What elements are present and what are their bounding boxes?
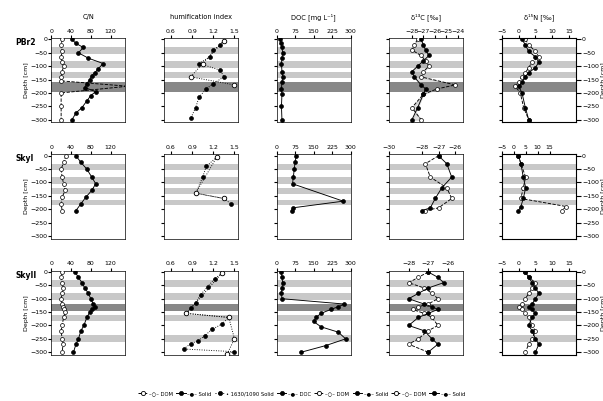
Text: PBr2: PBr2	[16, 38, 36, 47]
Bar	[502, 47, 576, 54]
Title: DOC [mg L⁻¹]: DOC [mg L⁻¹]	[291, 13, 336, 21]
Y-axis label: Depth [cm]: Depth [cm]	[601, 295, 603, 331]
Bar	[389, 335, 463, 342]
Bar	[51, 71, 125, 78]
Text: SkyII: SkyII	[16, 271, 37, 279]
Bar	[51, 280, 125, 287]
Y-axis label: Depth [cm]: Depth [cm]	[24, 62, 29, 98]
Bar	[502, 82, 576, 91]
Bar	[51, 294, 125, 300]
Bar	[389, 200, 463, 205]
Y-axis label: Depth [cm]: Depth [cm]	[601, 178, 603, 215]
Bar	[277, 164, 350, 170]
Bar	[277, 335, 350, 342]
Bar	[51, 177, 125, 184]
Bar	[164, 280, 238, 287]
Bar	[502, 188, 576, 194]
Bar	[502, 71, 576, 78]
Bar	[51, 315, 125, 322]
Bar	[502, 164, 576, 170]
Bar	[389, 188, 463, 194]
Y-axis label: Depth [cm]: Depth [cm]	[601, 62, 603, 98]
Bar	[389, 294, 463, 300]
Bar	[389, 315, 463, 322]
Bar	[277, 188, 350, 194]
Bar	[164, 188, 238, 194]
Bar	[164, 47, 238, 54]
Bar	[277, 280, 350, 287]
Bar	[277, 71, 350, 78]
Bar	[51, 82, 125, 91]
Bar	[164, 177, 238, 184]
Bar	[277, 315, 350, 322]
Bar	[389, 280, 463, 287]
Bar	[51, 335, 125, 342]
Bar	[502, 280, 576, 287]
Y-axis label: Depth [cm]: Depth [cm]	[24, 178, 29, 215]
Bar	[164, 304, 238, 311]
Bar	[164, 315, 238, 322]
Bar	[389, 82, 463, 91]
Bar	[51, 188, 125, 194]
Bar	[277, 200, 350, 205]
Bar	[389, 71, 463, 78]
Bar	[502, 200, 576, 205]
Y-axis label: Depth [cm]: Depth [cm]	[24, 295, 29, 331]
Bar	[502, 304, 576, 311]
Bar	[389, 177, 463, 184]
Bar	[164, 294, 238, 300]
Bar	[51, 61, 125, 67]
Bar	[502, 177, 576, 184]
Bar	[164, 82, 238, 91]
Bar	[389, 304, 463, 311]
Bar	[277, 177, 350, 184]
Bar	[51, 200, 125, 205]
Bar	[277, 304, 350, 311]
Bar	[502, 61, 576, 67]
Bar	[164, 335, 238, 342]
Title: δ¹⁵N [‰]: δ¹⁵N [‰]	[523, 13, 554, 21]
Title: C/N: C/N	[83, 14, 94, 20]
Bar	[51, 164, 125, 170]
Bar	[389, 61, 463, 67]
Bar	[164, 200, 238, 205]
Bar	[51, 304, 125, 311]
Bar	[389, 164, 463, 170]
Bar	[277, 61, 350, 67]
Bar	[164, 71, 238, 78]
Bar	[277, 47, 350, 54]
Bar	[164, 164, 238, 170]
Title: humification index: humification index	[170, 14, 232, 20]
Bar	[502, 294, 576, 300]
Bar	[389, 47, 463, 54]
Title: δ¹³C [‰]: δ¹³C [‰]	[411, 13, 441, 21]
Bar	[502, 335, 576, 342]
Bar	[277, 294, 350, 300]
Text: SkyI: SkyI	[16, 154, 34, 163]
Bar	[164, 61, 238, 67]
Bar	[277, 82, 350, 91]
Bar	[51, 47, 125, 54]
Bar	[502, 315, 576, 322]
Legend: –○– DOM, –●– Solid, • 1630/1090 Solid, –●– DOC, –○– DOM, –●– Solid, –○– DOM, –●–: –○– DOM, –●– Solid, • 1630/1090 Solid, –…	[136, 389, 467, 398]
